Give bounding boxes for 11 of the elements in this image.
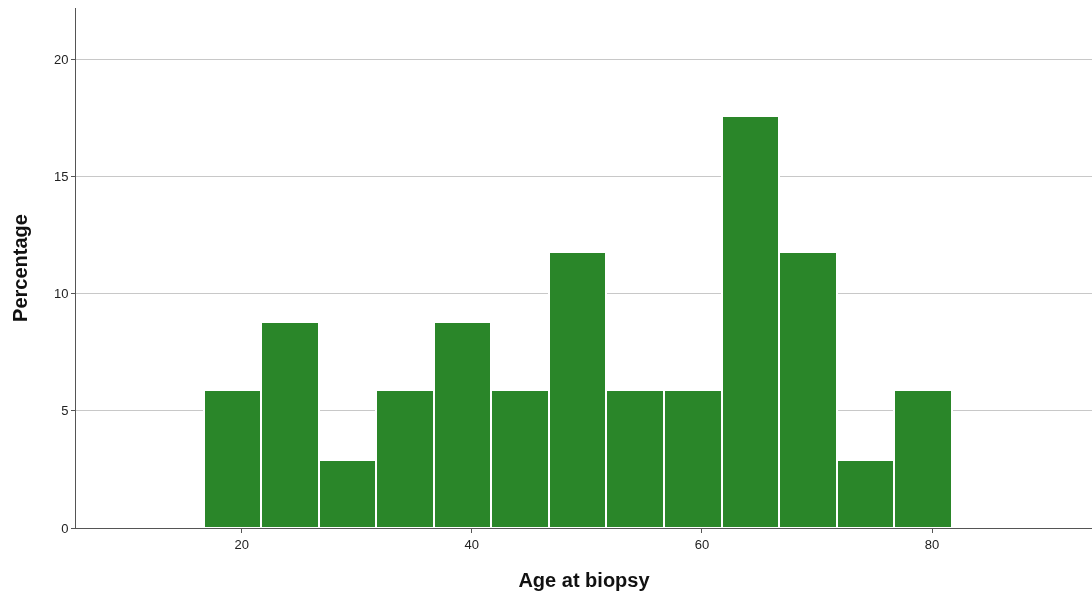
y-tick-label: 15 <box>53 169 69 185</box>
x-axis-title: Age at biopsy <box>518 569 651 592</box>
x-tick-label: 40 <box>464 536 480 552</box>
y-tick-label: 0 <box>61 520 69 536</box>
x-tick-label: 60 <box>694 536 710 552</box>
y-axis-title: Percentage <box>9 214 32 322</box>
y-tick-label: 20 <box>53 52 69 68</box>
x-tick-label: 20 <box>234 536 249 552</box>
y-tick-label: 10 <box>53 286 69 302</box>
x-tick-label: 80 <box>924 536 940 552</box>
y-tick-label: 5 <box>61 403 69 419</box>
